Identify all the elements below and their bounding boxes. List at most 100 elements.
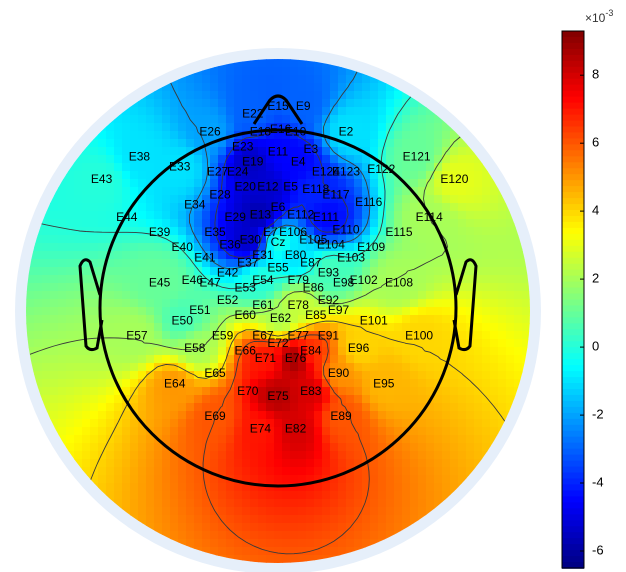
heatmap-cell xyxy=(330,483,339,492)
heatmap-cell xyxy=(90,403,99,412)
heatmap-cell xyxy=(450,299,459,308)
heatmap-cell xyxy=(426,235,435,244)
heatmap-cell xyxy=(42,355,51,364)
heatmap-cell xyxy=(338,131,347,140)
heatmap-cell xyxy=(434,195,443,204)
heatmap-cell xyxy=(338,259,347,268)
heatmap-cell xyxy=(250,163,259,172)
heatmap-cell xyxy=(34,243,43,252)
heatmap-cell xyxy=(394,315,403,324)
nose-icon xyxy=(252,94,304,125)
electrode-label: E41 xyxy=(194,250,216,264)
heatmap-cell xyxy=(346,283,355,292)
heatmap-cell xyxy=(210,435,219,444)
heatmap-cell xyxy=(426,435,435,444)
heatmap-cell xyxy=(242,339,251,348)
heatmap-cell xyxy=(138,451,147,460)
heatmap-cell xyxy=(106,347,115,356)
heatmap-cell xyxy=(378,195,387,204)
heatmap-cell xyxy=(74,435,83,444)
heatmap-cell xyxy=(202,115,211,124)
heatmap-cell xyxy=(218,107,227,116)
heatmap-cell xyxy=(202,235,211,244)
heatmap-cell xyxy=(178,99,187,108)
heatmap-cell xyxy=(474,227,483,236)
heatmap-cell xyxy=(66,291,75,300)
electrode-label: E108 xyxy=(385,275,413,289)
heatmap-cell xyxy=(178,219,187,228)
heatmap-cell xyxy=(418,275,427,284)
heatmap-cell xyxy=(130,379,139,388)
heatmap-cell xyxy=(458,299,467,308)
heatmap-cell xyxy=(370,243,379,252)
heatmap-cell xyxy=(210,147,219,156)
heatmap-cell xyxy=(474,259,483,268)
heatmap-cell xyxy=(322,515,331,524)
heatmap-cell xyxy=(266,283,275,292)
heatmap-cell xyxy=(66,355,75,364)
heatmap-cell xyxy=(162,515,171,524)
heatmap-cell xyxy=(474,243,483,252)
heatmap-cell xyxy=(418,307,427,316)
heatmap-cell xyxy=(202,483,211,492)
heatmap-cell xyxy=(250,331,259,340)
heatmap-cell xyxy=(178,163,187,172)
heatmap-cell xyxy=(170,395,179,404)
heatmap-cell xyxy=(266,475,275,484)
colorbar-segment xyxy=(562,180,584,187)
heatmap-cell xyxy=(90,427,99,436)
heatmap-cell xyxy=(194,427,203,436)
heatmap-cell xyxy=(274,395,283,404)
heatmap-cell xyxy=(362,491,371,500)
heatmap-cell xyxy=(250,507,259,516)
heatmap-cell xyxy=(410,283,419,292)
heatmap-cell xyxy=(354,339,363,348)
heatmap-cell xyxy=(314,539,323,548)
heatmap-cell xyxy=(362,315,371,324)
heatmap-cell xyxy=(114,459,123,468)
heatmap-cell xyxy=(98,291,107,300)
heatmap-cell xyxy=(482,195,491,204)
heatmap-cell xyxy=(394,363,403,372)
heatmap-cell xyxy=(58,411,67,420)
electrode-label: E114 xyxy=(416,210,443,224)
heatmap-cell xyxy=(402,291,411,300)
heatmap-cell xyxy=(306,555,315,563)
heatmap-cell xyxy=(362,235,371,244)
electrode-label: E11 xyxy=(268,144,289,158)
heatmap-cell xyxy=(498,211,507,220)
heatmap-cell xyxy=(402,123,411,132)
heatmap-cell xyxy=(130,307,139,316)
heatmap-cell xyxy=(282,459,291,468)
heatmap-cell xyxy=(122,283,131,292)
heatmap-cell xyxy=(242,195,251,204)
heatmap-cell xyxy=(466,315,475,324)
heatmap-cell xyxy=(226,203,235,212)
heatmap-cell xyxy=(122,131,131,140)
heatmap-cell xyxy=(162,315,171,324)
heatmap-cell xyxy=(202,195,211,204)
heatmap-cell xyxy=(354,435,363,444)
heatmap-cell xyxy=(346,227,355,236)
heatmap-cell xyxy=(314,307,323,316)
heatmap-cell xyxy=(186,347,195,356)
heatmap-cell xyxy=(130,171,139,180)
heatmap-cell xyxy=(202,243,211,252)
heatmap-cell xyxy=(434,355,443,364)
heatmap-cell xyxy=(482,371,491,380)
heatmap-cell xyxy=(186,299,195,308)
heatmap-cell xyxy=(490,243,499,252)
heatmap-cell xyxy=(290,507,299,516)
heatmap-cell xyxy=(410,475,419,484)
heatmap-cell xyxy=(90,259,99,268)
heatmap-cell xyxy=(306,427,315,436)
heatmap-cell xyxy=(322,395,331,404)
heatmap-cell xyxy=(154,235,163,244)
heatmap-cell xyxy=(114,275,123,284)
heatmap-cell xyxy=(506,347,515,356)
heatmap-cell xyxy=(178,275,187,284)
heatmap-cell xyxy=(114,403,123,412)
heatmap-cell xyxy=(314,435,323,444)
heatmap-cell xyxy=(322,547,331,556)
heatmap-cell xyxy=(306,131,315,140)
